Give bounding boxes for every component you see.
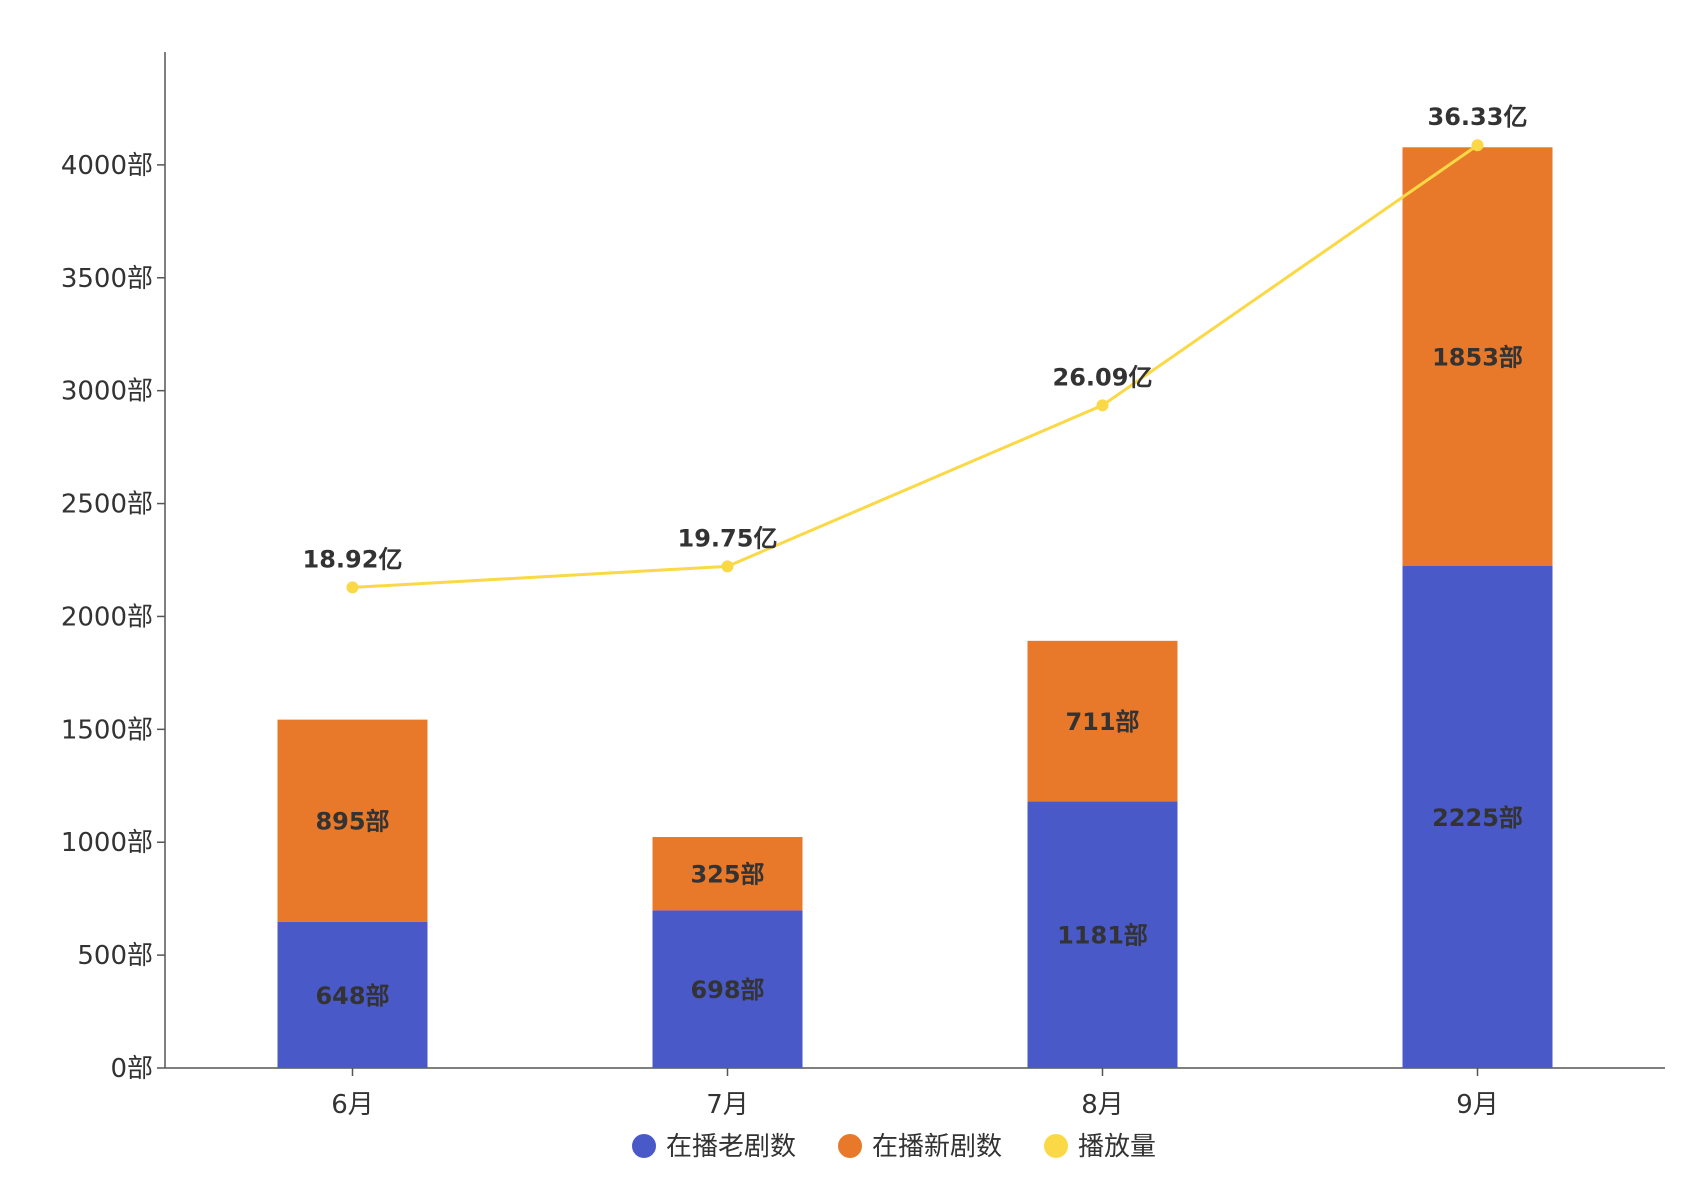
y-tick-label: 1000部 — [61, 828, 153, 858]
y-tick-label: 4000部 — [61, 151, 153, 181]
bar-data-label: 711部 — [1065, 708, 1139, 736]
line-point — [1096, 399, 1109, 412]
bar-segment-new — [1027, 640, 1178, 802]
line-data-label: 36.33亿 — [1428, 103, 1528, 131]
x-tick-label: 6月 — [331, 1090, 374, 1120]
bars: 648部 895部 698部 325部 1181部 711部 2225部 1853部 — [277, 147, 1553, 1068]
bar-data-label: 325部 — [690, 861, 764, 889]
bar-segment-new — [1402, 147, 1553, 566]
y-tick-label: 2500部 — [61, 490, 153, 520]
legend-marker — [838, 1134, 862, 1158]
bar-data-label: 895部 — [315, 808, 389, 836]
legend: 在播老剧数 在播新剧数 播放量 — [632, 1132, 1156, 1162]
legend-label: 在播老剧数 — [666, 1132, 796, 1162]
y-tick-label: 3500部 — [61, 264, 153, 294]
x-tick-label: 8月 — [1081, 1090, 1124, 1120]
bar-data-label: 648部 — [315, 982, 389, 1010]
line-data-label: 18.92亿 — [303, 545, 403, 573]
y-tick-label: 1500部 — [61, 715, 153, 745]
line-data-label: 26.09亿 — [1053, 363, 1153, 391]
y-tick-label: 500部 — [77, 941, 153, 971]
line-series: 18.92亿 19.75亿 26.09亿 36.33亿 — [303, 103, 1528, 594]
legend-marker — [632, 1134, 656, 1158]
y-tick-label: 0部 — [110, 1054, 153, 1084]
y-tick-label: 3000部 — [61, 377, 153, 407]
bar-segment-old — [1402, 565, 1553, 1068]
bar-segment-new — [652, 837, 803, 911]
line-path — [352, 143, 1479, 589]
bar-data-label: 698部 — [690, 976, 764, 1004]
bar-segment-old — [277, 921, 428, 1068]
bar-data-label: 1853部 — [1432, 343, 1523, 371]
bar-segment-new — [277, 719, 428, 922]
y-axis: 0部 500部 1000部 1500部 2000部 2500部 3000部 3500部 4000… — [61, 52, 166, 1084]
x-axis: 6月 7月 8月 9月 — [165, 1067, 1665, 1120]
line-point — [721, 560, 734, 573]
legend-marker — [1044, 1134, 1068, 1158]
bar-data-label: 2225部 — [1432, 804, 1523, 832]
bar-segment-old — [652, 910, 803, 1068]
legend-label: 播放量 — [1078, 1132, 1156, 1162]
bar-data-label: 1181部 — [1057, 922, 1148, 950]
bar-segment-old — [1027, 801, 1178, 1068]
x-tick-label: 9月 — [1456, 1090, 1499, 1120]
line-point — [1471, 139, 1484, 152]
x-tick-label: 7月 — [706, 1090, 749, 1120]
line-data-label: 19.75亿 — [678, 524, 778, 552]
y-tick-label: 2000部 — [61, 602, 153, 632]
legend-label: 在播新剧数 — [872, 1132, 1002, 1162]
line-point — [346, 581, 359, 594]
